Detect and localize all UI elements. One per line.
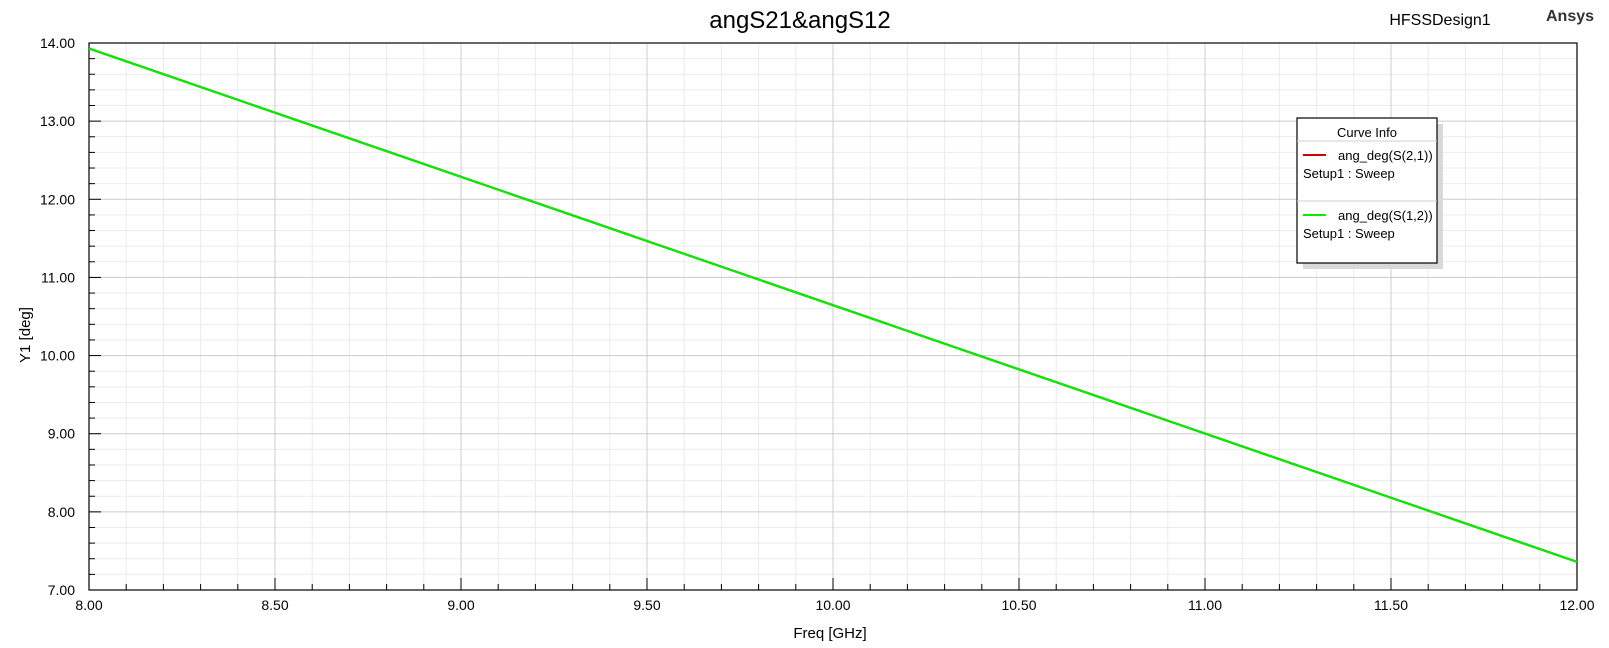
legend-series-subtitle-1: Setup1 : Sweep	[1303, 166, 1395, 181]
y-tick-label: 10.00	[40, 348, 75, 364]
y-tick-label: 13.00	[40, 113, 75, 129]
x-axis-label: Freq [GHz]	[793, 625, 866, 642]
design-label: HFSSDesign1	[1389, 12, 1490, 29]
y-axis-label: Y1 [deg]	[17, 307, 34, 363]
x-tick-label: 11.00	[1188, 597, 1222, 613]
brand-logo: Ansys	[1546, 8, 1594, 25]
x-tick-label: 8.00	[75, 597, 102, 613]
y-tick-label: 11.00	[41, 269, 75, 285]
x-tick-label: 11.50	[1374, 597, 1408, 613]
series-line-2	[88, 47, 1578, 563]
x-tick-label: 12.00	[1559, 597, 1594, 613]
x-tick-label: 10.50	[1001, 597, 1036, 613]
chart-title: angS21&angS12	[709, 7, 891, 34]
legend-title: Curve Info	[1337, 125, 1397, 140]
x-tick-label: 10.00	[815, 597, 850, 613]
legend[interactable]: Curve Info ang_deg(S(2,1)) Setup1 : Sweep…	[1296, 117, 1443, 269]
legend-items: ang_deg(S(2,1)) Setup1 : Sweep ang_deg(S(1…	[1303, 148, 1433, 241]
legend-series-name-1: ang_deg(S(2,1))	[1338, 148, 1433, 163]
y-tick-label: 9.00	[48, 426, 75, 442]
x-tick-label: 9.00	[447, 597, 474, 613]
axes-layer: 8.00 8.50 9.00 9.50 10.00 10.50 11.00 11.50 12.0…	[40, 35, 1595, 613]
y-tick-label: 7.00	[48, 582, 75, 598]
legend-box	[1296, 117, 1438, 264]
y-tick-label: 8.00	[48, 504, 75, 520]
legend-series-subtitle-2: Setup1 : Sweep	[1303, 226, 1395, 241]
y-tick-label: 14.00	[40, 35, 75, 51]
legend-series-name-2: ang_deg(S(1,2))	[1338, 208, 1433, 223]
y-tick-label: 12.00	[40, 191, 75, 207]
series-layer	[88, 47, 1578, 563]
x-tick-label: 8.50	[261, 597, 288, 613]
x-tick-label: 9.50	[633, 597, 660, 613]
